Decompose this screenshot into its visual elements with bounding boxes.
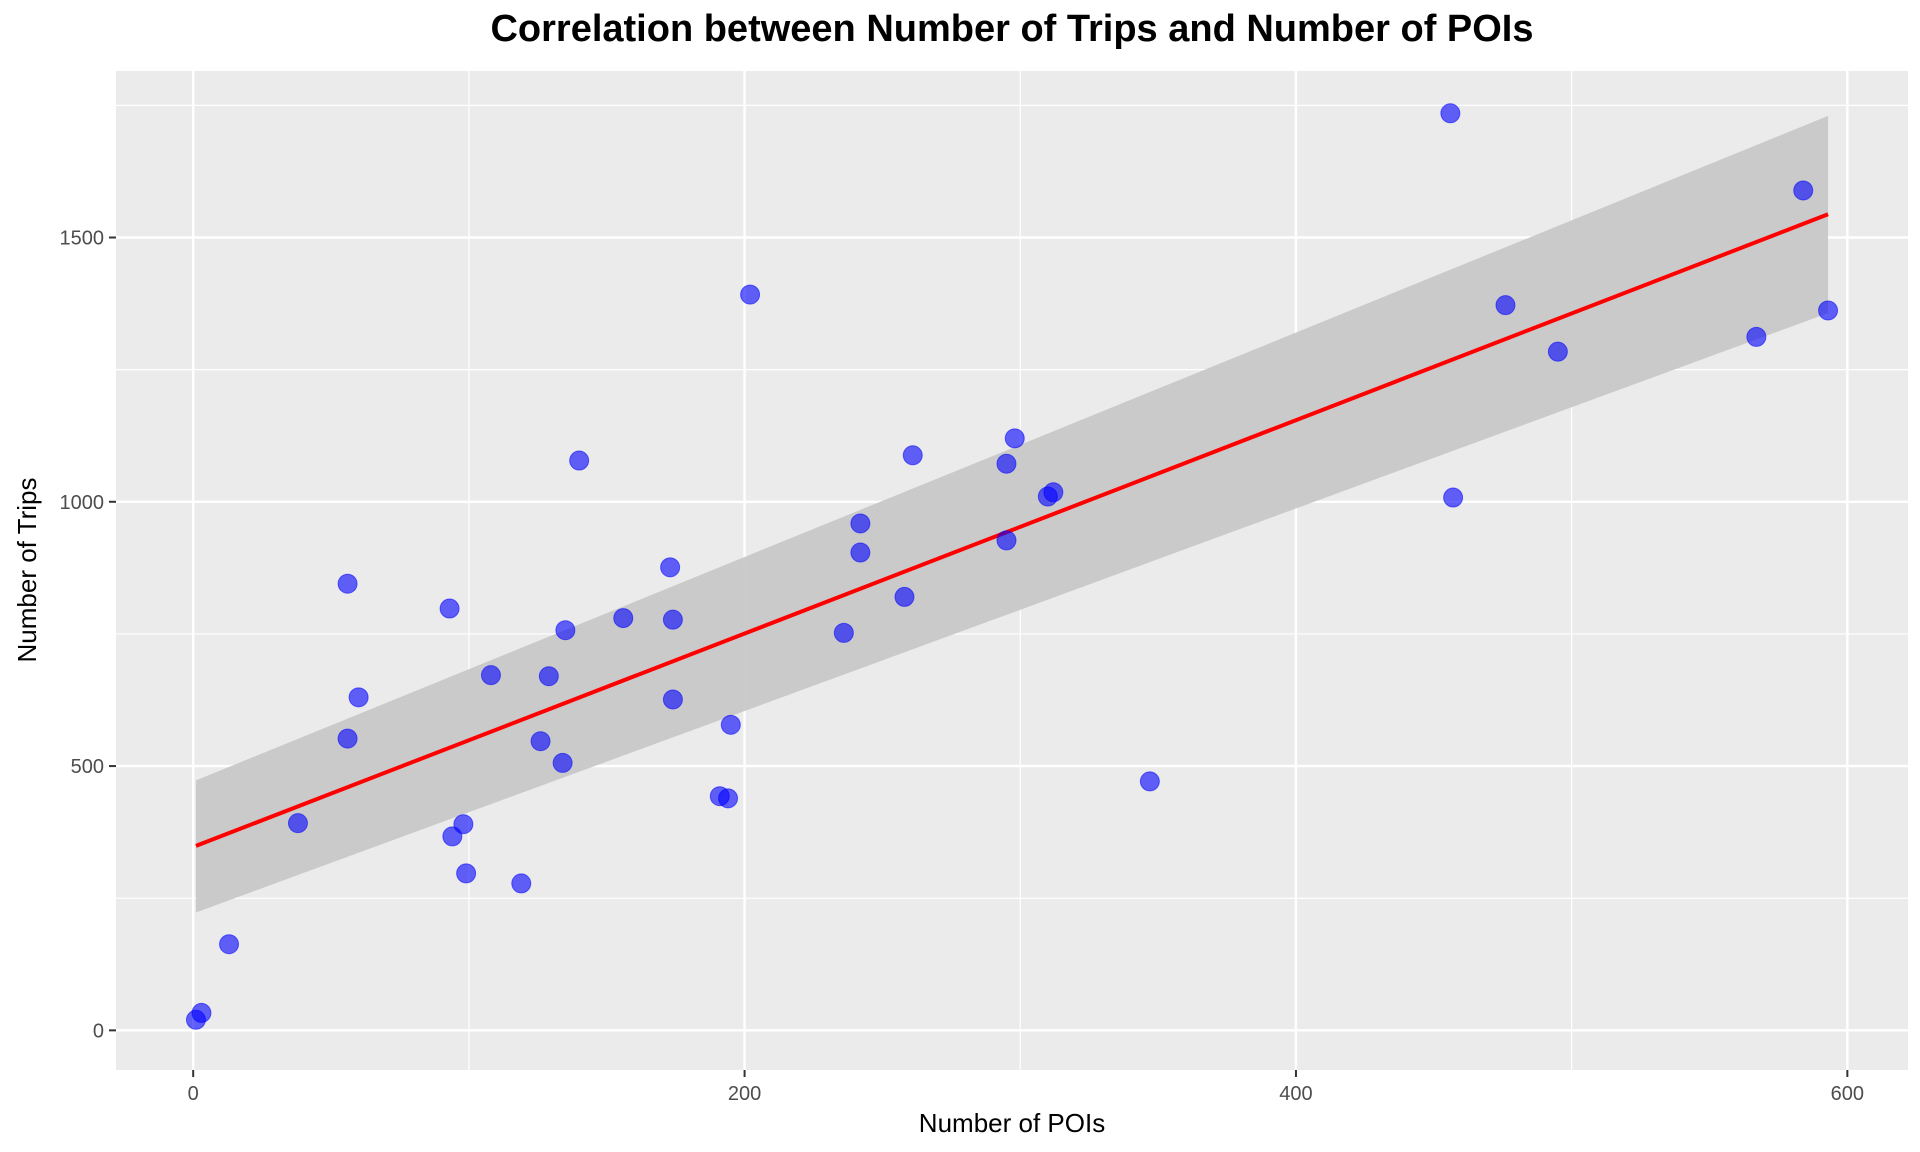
x-tick-label: 400 bbox=[1279, 1083, 1312, 1105]
data-point bbox=[1547, 341, 1568, 362]
data-point bbox=[555, 620, 576, 641]
y-tick-label: 1000 bbox=[60, 492, 105, 514]
y-tick-label: 500 bbox=[71, 756, 104, 778]
data-point bbox=[456, 863, 477, 884]
y-axis-ticks: 0 500 1000 1500 bbox=[60, 228, 116, 1042]
data-point bbox=[1818, 300, 1839, 321]
confidence-band-layer bbox=[195, 115, 1829, 913]
x-axis-title: Number of POIs bbox=[919, 1108, 1105, 1138]
data-point bbox=[348, 687, 369, 708]
data-point bbox=[219, 934, 240, 955]
data-point bbox=[1043, 482, 1064, 503]
data-point bbox=[660, 557, 681, 578]
data-point bbox=[1004, 428, 1025, 449]
trend-line-layer bbox=[195, 212, 1829, 848]
data-point bbox=[1139, 771, 1160, 792]
data-point bbox=[720, 714, 741, 735]
data-point bbox=[662, 689, 683, 710]
data-point bbox=[511, 873, 532, 894]
x-axis-ticks: 0 200 400 600 bbox=[188, 1070, 1864, 1105]
data-point bbox=[740, 284, 761, 305]
data-point bbox=[1746, 326, 1767, 347]
trend-line bbox=[195, 212, 1829, 848]
data-point bbox=[902, 445, 923, 466]
data-point bbox=[850, 542, 871, 563]
data-point bbox=[718, 788, 739, 809]
data-point bbox=[439, 598, 460, 619]
data-points bbox=[185, 103, 1839, 1030]
data-point bbox=[662, 609, 683, 630]
x-tick-label: 200 bbox=[728, 1083, 761, 1105]
data-point bbox=[1443, 487, 1464, 508]
data-point bbox=[996, 453, 1017, 474]
data-point bbox=[894, 586, 915, 607]
data-point bbox=[538, 666, 559, 687]
y-tick-label: 0 bbox=[93, 1020, 104, 1042]
data-point bbox=[337, 728, 358, 749]
data-point bbox=[1793, 180, 1814, 201]
data-point bbox=[480, 665, 501, 686]
data-point bbox=[850, 513, 871, 534]
data-point bbox=[1440, 103, 1461, 124]
confidence-band bbox=[195, 115, 1829, 913]
y-tick-label: 1500 bbox=[60, 228, 105, 250]
data-point bbox=[833, 622, 854, 643]
data-point bbox=[191, 1002, 212, 1023]
data-point bbox=[287, 813, 308, 834]
data-point bbox=[569, 450, 590, 471]
chart-title: Correlation between Number of Trips and … bbox=[490, 8, 1534, 50]
data-point bbox=[530, 731, 551, 752]
x-tick-label: 0 bbox=[188, 1083, 199, 1105]
data-point bbox=[1495, 295, 1516, 316]
data-point bbox=[996, 530, 1017, 551]
data-point bbox=[453, 814, 474, 835]
x-tick-label: 600 bbox=[1831, 1083, 1864, 1105]
y-axis-title: Number of Trips bbox=[12, 478, 42, 663]
data-point bbox=[552, 752, 573, 773]
data-point bbox=[337, 573, 358, 594]
data-point bbox=[613, 608, 634, 629]
